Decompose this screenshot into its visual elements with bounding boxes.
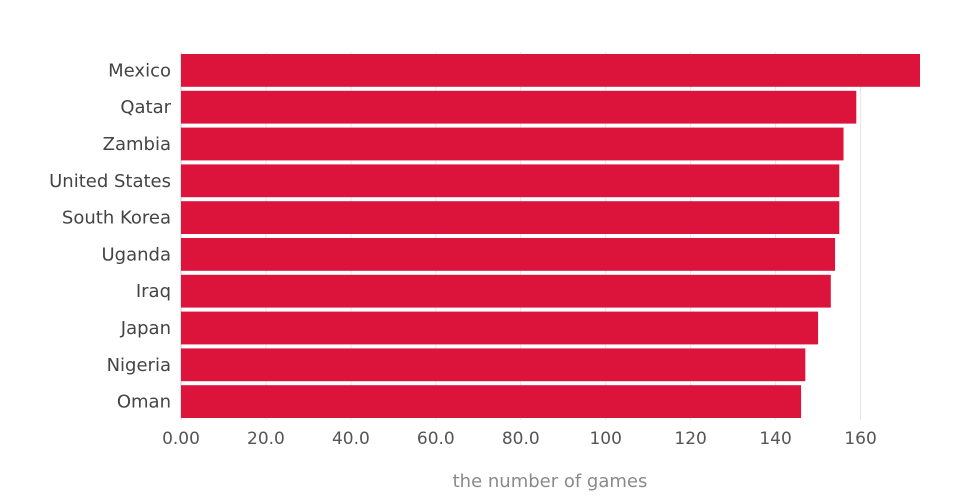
- category-label: Oman: [117, 392, 171, 413]
- x-tick-label: 100: [589, 429, 621, 449]
- category-label: Zambia: [103, 134, 171, 155]
- x-tick-label: 80.0: [502, 429, 540, 449]
- x-tick-label: 20.0: [247, 429, 285, 449]
- category-label: South Korea: [62, 208, 171, 229]
- bar: [181, 274, 831, 308]
- x-tick-label: 0.00: [162, 429, 200, 449]
- category-label: Uganda: [102, 244, 172, 265]
- bar: [181, 164, 840, 198]
- bar: [181, 127, 844, 161]
- bar: [181, 201, 840, 234]
- category-label: Mexico: [108, 60, 171, 81]
- x-tick-label: 160: [844, 429, 876, 449]
- category-label: Iraq: [136, 281, 171, 302]
- bar: [181, 311, 819, 345]
- x-tick-label: 140: [759, 429, 791, 449]
- bar: [181, 385, 802, 418]
- bar: [181, 348, 806, 382]
- category-label: United States: [49, 171, 171, 192]
- bars: [181, 54, 920, 418]
- bar: [181, 238, 836, 271]
- x-tick-label: 120: [674, 429, 706, 449]
- x-tick-label: 60.0: [417, 429, 455, 449]
- x-axis-title: the number of games: [453, 471, 648, 492]
- category-labels: Mexico Qatar Zambia United States South Kore…: [49, 60, 171, 412]
- bar: [181, 54, 920, 87]
- x-tick-labels: 0.00 20.0 40.0 60.0 80.0 100 120 140 160: [162, 429, 877, 449]
- x-tick-label: 40.0: [332, 429, 370, 449]
- category-label: Nigeria: [107, 355, 171, 376]
- bar: [181, 90, 857, 124]
- category-label: Japan: [120, 318, 171, 339]
- category-label: Qatar: [120, 97, 171, 118]
